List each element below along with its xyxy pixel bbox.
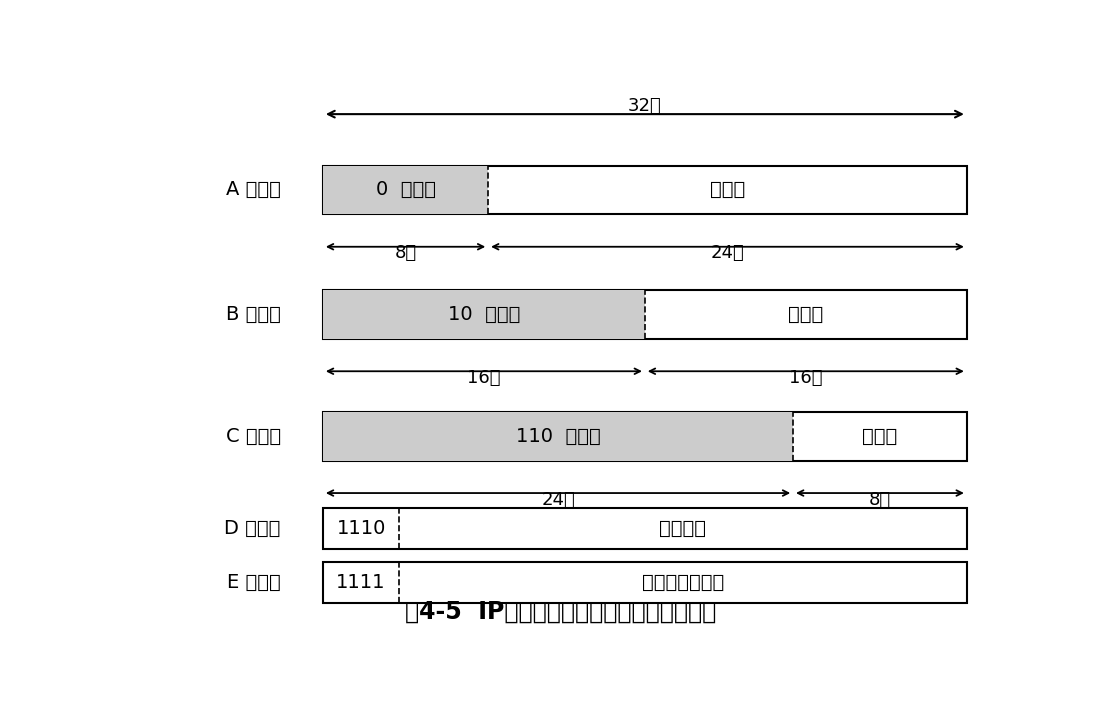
Text: 8位: 8位 (395, 244, 416, 262)
Text: C 类地址: C 类地址 (225, 427, 281, 446)
Text: 10  网络号: 10 网络号 (448, 305, 520, 324)
Bar (324, 412, 967, 460)
Text: 1111: 1111 (337, 573, 386, 592)
Bar (324, 508, 967, 548)
Text: 多播地址: 多播地址 (659, 519, 706, 538)
Text: 24位: 24位 (710, 244, 744, 262)
Text: 16位: 16位 (467, 369, 501, 387)
Text: 主机号: 主机号 (709, 181, 745, 200)
Text: 16位: 16位 (789, 369, 823, 387)
Bar (324, 166, 489, 214)
Bar (324, 412, 794, 460)
Text: 1110: 1110 (337, 519, 386, 538)
Text: B 类地址: B 类地址 (226, 305, 281, 324)
Text: 主机号: 主机号 (788, 305, 823, 324)
Bar (324, 562, 967, 602)
Text: A 类地址: A 类地址 (226, 181, 281, 200)
Text: 24位: 24位 (541, 491, 575, 508)
Text: 110  网络号: 110 网络号 (516, 427, 600, 446)
Text: 图4-5  IP地址中的网络号字段和主机号字段: 图4-5 IP地址中的网络号字段和主机号字段 (404, 600, 716, 624)
Text: 主机号: 主机号 (862, 427, 897, 446)
Bar (324, 290, 645, 339)
Text: 32位: 32位 (628, 97, 661, 115)
Text: 0  网络号: 0 网络号 (376, 181, 436, 200)
Text: 8位: 8位 (869, 491, 891, 508)
Text: 保留为今后使用: 保留为今后使用 (642, 573, 725, 592)
Bar (324, 166, 967, 214)
Text: D 类地址: D 类地址 (224, 519, 281, 538)
Bar (324, 290, 967, 339)
Text: E 类地址: E 类地址 (227, 573, 281, 592)
